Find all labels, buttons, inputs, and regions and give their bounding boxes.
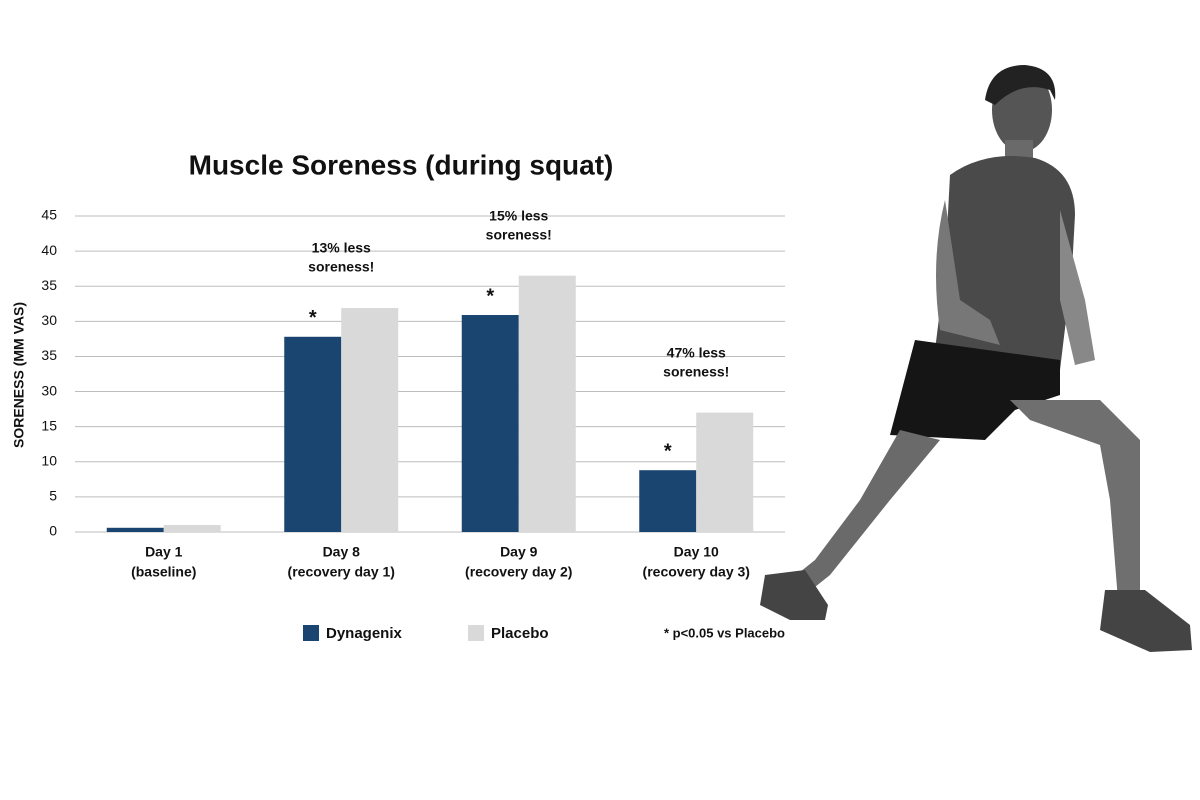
x-tick-label: (baseline) — [131, 564, 196, 580]
y-tick-label: 15 — [41, 417, 57, 433]
bar — [163, 524, 221, 532]
y-tick-label: 35 — [41, 347, 57, 363]
x-tick-label: Day 1 — [145, 544, 183, 560]
y-tick-label: 30 — [41, 382, 57, 398]
footnote: * p<0.05 vs Placebo — [664, 625, 785, 640]
y-tick-label: 35 — [41, 277, 57, 293]
y-tick-label: 45 — [41, 207, 57, 223]
y-axis-label: SORENESS (MM VAS) — [11, 302, 27, 448]
bar — [341, 307, 399, 532]
bar — [284, 336, 342, 532]
significance-marker: * — [486, 285, 494, 307]
legend-label: Placebo — [491, 625, 549, 642]
x-tick-label: Day 8 — [323, 544, 361, 560]
annotation: soreness! — [663, 363, 729, 379]
y-tick-label: 30 — [41, 312, 57, 328]
x-tick-label: (recovery day 2) — [465, 564, 572, 580]
significance-marker: * — [664, 440, 672, 462]
annotation: 13% less — [312, 240, 371, 256]
legend-label: Dynagenix — [326, 625, 403, 642]
annotation: soreness! — [308, 259, 374, 275]
bar — [106, 527, 164, 532]
x-tick-label: (recovery day 1) — [288, 564, 395, 580]
annotation: 47% less — [667, 344, 726, 360]
x-tick-label: Day 10 — [674, 544, 719, 560]
y-tick-label: 40 — [41, 242, 57, 258]
x-tick-label: Day 9 — [500, 544, 538, 560]
chart-title: Muscle Soreness (during squat) — [189, 149, 614, 180]
significance-marker: * — [309, 307, 317, 329]
annotation: 15% less — [489, 207, 548, 223]
annotation: soreness! — [486, 226, 552, 242]
y-tick-label: 5 — [49, 488, 57, 504]
athlete-photo — [760, 65, 1192, 652]
legend-swatch — [303, 625, 319, 641]
bar — [639, 470, 697, 532]
bar — [518, 275, 576, 532]
y-tick-label: 10 — [41, 452, 57, 468]
y-tick-label: 0 — [49, 523, 57, 539]
bar — [461, 315, 519, 532]
legend-swatch — [468, 625, 484, 641]
bar — [696, 412, 754, 532]
x-tick-label: (recovery day 3) — [643, 564, 750, 580]
